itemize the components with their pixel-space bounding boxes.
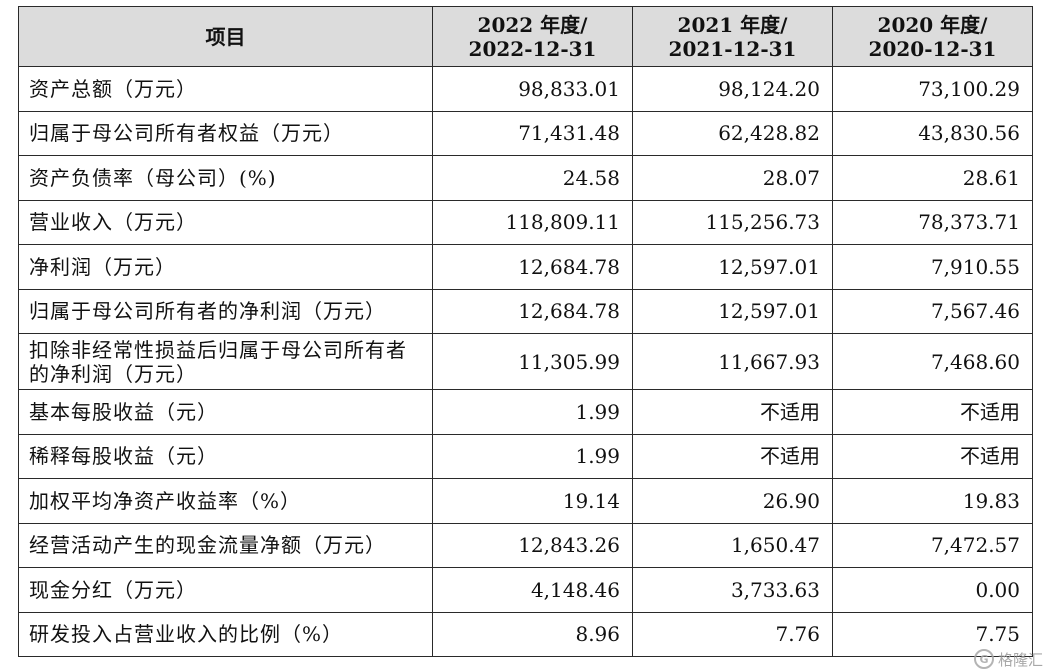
table-row: 净利润（万元） 12,684.78 12,597.01 7,910.55	[18, 244, 1033, 290]
cell-2022: 71,431.48	[432, 110, 633, 156]
cell-2021: 11,667.93	[632, 333, 833, 390]
cell-2022: 8.96	[432, 611, 633, 657]
cell-2021: 不适用	[632, 433, 833, 479]
table-row: 稀释每股收益（元） 1.99 不适用 不适用	[18, 433, 1033, 479]
cell-2020: 73,100.29	[832, 66, 1033, 112]
cell-2022: 4,148.46	[432, 567, 633, 613]
header-year-2021: 2021 年度/ 2021-12-31	[632, 6, 833, 67]
row-label: 归属于母公司所有者的净利润（万元）	[18, 288, 433, 334]
header-year-2020: 2020 年度/ 2020-12-31	[832, 6, 1033, 67]
cell-2021: 12,597.01	[632, 288, 833, 334]
row-label: 现金分红（万元）	[18, 567, 433, 613]
cell-2020: 7,472.57	[832, 522, 1033, 568]
cell-2020: 7.75	[832, 611, 1033, 657]
row-label: 营业收入（万元）	[18, 199, 433, 245]
cell-2020: 0.00	[832, 567, 1033, 613]
cell-2022: 12,843.26	[432, 522, 633, 568]
financial-summary-table: 项目 2022 年度/ 2022-12-31 2021 年度/ 2021-12-…	[18, 6, 1033, 657]
cell-2022: 1.99	[432, 433, 633, 479]
cell-2022: 118,809.11	[432, 199, 633, 245]
row-label: 资产负债率（母公司）(%)	[18, 155, 433, 201]
table-row: 归属于母公司所有者权益（万元） 71,431.48 62,428.82 43,8…	[18, 110, 1033, 156]
cell-2021: 3,733.63	[632, 567, 833, 613]
row-label: 稀释每股收益（元）	[18, 433, 433, 479]
cell-2020: 不适用	[832, 433, 1033, 479]
cell-2020: 不适用	[832, 389, 1033, 435]
watermark-text: 格隆汇	[997, 650, 1043, 669]
watermark: G 格隆汇	[973, 648, 1043, 670]
cell-2022: 98,833.01	[432, 66, 633, 112]
cell-2020: 7,567.46	[832, 288, 1033, 334]
cell-2022: 11,305.99	[432, 333, 633, 390]
cell-2020: 7,910.55	[832, 244, 1033, 290]
cell-2020: 43,830.56	[832, 110, 1033, 156]
cell-2021: 98,124.20	[632, 66, 833, 112]
cell-2021: 28.07	[632, 155, 833, 201]
row-label: 扣除非经常性损益后归属于母公司所有者的净利润（万元）	[18, 333, 433, 390]
cell-2022: 24.58	[432, 155, 633, 201]
cell-2022: 1.99	[432, 389, 633, 435]
row-label: 经营活动产生的现金流量净额（万元）	[18, 522, 433, 568]
table-row: 资产负债率（母公司）(%) 24.58 28.07 28.61	[18, 155, 1033, 201]
table-row: 研发投入占营业收入的比例（%） 8.96 7.76 7.75	[18, 611, 1033, 657]
cell-2020: 19.83	[832, 478, 1033, 524]
row-label: 净利润（万元）	[18, 244, 433, 290]
cell-2022: 12,684.78	[432, 244, 633, 290]
row-label: 归属于母公司所有者权益（万元）	[18, 110, 433, 156]
table-row: 归属于母公司所有者的净利润（万元） 12,684.78 12,597.01 7,…	[18, 288, 1033, 334]
cell-2021: 62,428.82	[632, 110, 833, 156]
row-label: 加权平均净资产收益率（%）	[18, 478, 433, 524]
table-row: 扣除非经常性损益后归属于母公司所有者的净利润（万元） 11,305.99 11,…	[18, 333, 1033, 390]
table-row: 基本每股收益（元） 1.99 不适用 不适用	[18, 389, 1033, 435]
row-label: 基本每股收益（元）	[18, 389, 433, 435]
cell-2020: 78,373.71	[832, 199, 1033, 245]
cell-2020: 28.61	[832, 155, 1033, 201]
cell-2021: 12,597.01	[632, 244, 833, 290]
table-row: 加权平均净资产收益率（%） 19.14 26.90 19.83	[18, 478, 1033, 524]
table-row: 经营活动产生的现金流量净额（万元） 12,843.26 1,650.47 7,4…	[18, 522, 1033, 568]
row-label: 资产总额（万元）	[18, 66, 433, 112]
table-row: 现金分红（万元） 4,148.46 3,733.63 0.00	[18, 567, 1033, 613]
row-label: 研发投入占营业收入的比例（%）	[18, 611, 433, 657]
header-item: 项目	[18, 6, 433, 67]
table-row: 资产总额（万元） 98,833.01 98,124.20 73,100.29	[18, 66, 1033, 112]
cell-2022: 19.14	[432, 478, 633, 524]
table-header-row: 项目 2022 年度/ 2022-12-31 2021 年度/ 2021-12-…	[18, 6, 1033, 67]
table-row: 营业收入（万元） 118,809.11 115,256.73 78,373.71	[18, 199, 1033, 245]
cell-2021: 1,650.47	[632, 522, 833, 568]
cell-2021: 7.76	[632, 611, 833, 657]
cell-2021: 115,256.73	[632, 199, 833, 245]
cell-2021: 26.90	[632, 478, 833, 524]
cell-2022: 12,684.78	[432, 288, 633, 334]
header-year-2022: 2022 年度/ 2022-12-31	[432, 6, 633, 67]
cell-2020: 7,468.60	[832, 333, 1033, 390]
gelonghui-logo-icon: G	[973, 649, 994, 669]
cell-2021: 不适用	[632, 389, 833, 435]
